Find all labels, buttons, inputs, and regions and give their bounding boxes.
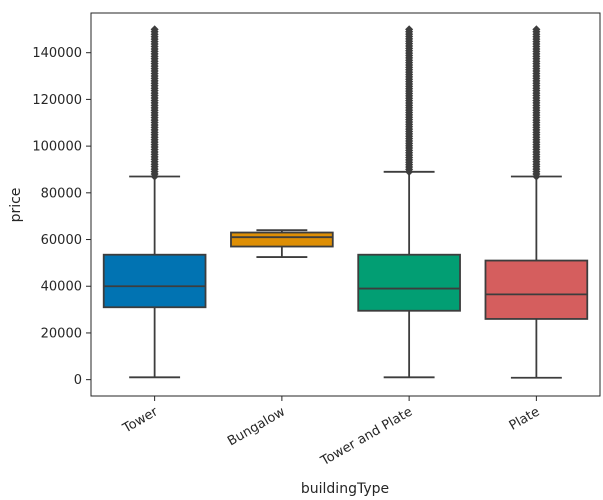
y-tick-label: 0 — [74, 373, 82, 388]
outlier-point — [405, 25, 414, 34]
y-tick-label: 100000 — [32, 140, 82, 155]
outliers-3 — [532, 25, 541, 181]
box-0 — [102, 253, 207, 309]
box-3 — [484, 259, 589, 320]
x-axis-label: buildingType — [301, 481, 389, 497]
y-axis-label: price — [8, 188, 24, 223]
box-group-2 — [357, 25, 461, 379]
outliers-0 — [150, 25, 159, 181]
y-axis: 0 20000 40000 60000 80000 100000 120000 140000 — [32, 46, 91, 388]
plot-area — [102, 25, 589, 379]
outlier-point — [532, 25, 541, 34]
x-tick-label: Bungalow — [225, 404, 288, 449]
box-group-3 — [484, 25, 589, 379]
y-tick-label: 40000 — [41, 280, 82, 295]
y-tick-label: 140000 — [32, 46, 82, 61]
box-group-0 — [102, 25, 207, 379]
outlier-point — [150, 25, 159, 34]
outliers-2 — [405, 25, 414, 176]
box-2 — [357, 253, 461, 312]
y-tick-label: 60000 — [41, 233, 82, 248]
axes-frame — [90, 12, 601, 397]
x-tick-label: Plate — [507, 404, 543, 433]
y-tick-label: 120000 — [32, 93, 82, 108]
y-tick-label: 20000 — [41, 326, 82, 341]
y-tick-label: 80000 — [41, 186, 82, 201]
x-tick-label: Tower — [120, 404, 162, 437]
box-group-1 — [230, 229, 334, 258]
box-1 — [230, 231, 334, 248]
x-tick-label: Tower and Plate — [318, 404, 415, 469]
x-axis: Tower Bungalow Tower and Plate Plate — [120, 396, 543, 469]
